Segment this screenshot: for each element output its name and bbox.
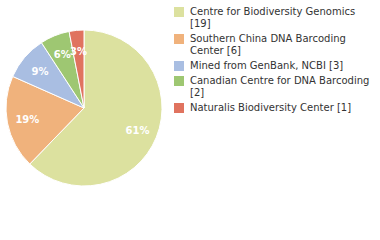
slices xyxy=(6,30,162,186)
data-label: 61% xyxy=(126,125,150,136)
legend-label: Naturalis Biodiversity Center [1] xyxy=(190,102,351,113)
legend-swatch xyxy=(174,34,184,44)
legend-item: Centre for Biodiversity Genomics [19] xyxy=(174,6,374,30)
legend-label: Mined from GenBank, NCBI [3] xyxy=(190,60,343,71)
legend: Centre for Biodiversity Genomics [19] Sou… xyxy=(174,6,374,117)
legend-item: Mined from GenBank, NCBI [3] xyxy=(174,60,374,72)
legend-swatch xyxy=(174,103,184,113)
legend-item: Naturalis Biodiversity Center [1] xyxy=(174,102,374,114)
data-label: 19% xyxy=(15,114,39,125)
legend-item: Southern China DNA Barcoding Center [6] xyxy=(174,33,374,57)
slice xyxy=(69,30,84,108)
data-labels: 61% 19% 9% 6%3% xyxy=(15,46,149,136)
legend-item: Canadian Centre for DNA Barcoding [2] xyxy=(174,75,374,99)
legend-swatch xyxy=(174,76,184,86)
legend-label: Canadian Centre for DNA Barcoding [2] xyxy=(190,75,369,98)
legend-swatch xyxy=(174,7,184,17)
legend-swatch xyxy=(174,61,184,71)
data-label: 3% xyxy=(70,46,87,57)
data-label: 6% xyxy=(54,49,71,60)
pie-chart: 61% 19% 9% 6%3% xyxy=(0,0,170,240)
legend-label: Centre for Biodiversity Genomics [19] xyxy=(190,6,355,29)
legend-label: Southern China DNA Barcoding Center [6] xyxy=(190,33,346,56)
data-label: 9% xyxy=(32,66,49,77)
